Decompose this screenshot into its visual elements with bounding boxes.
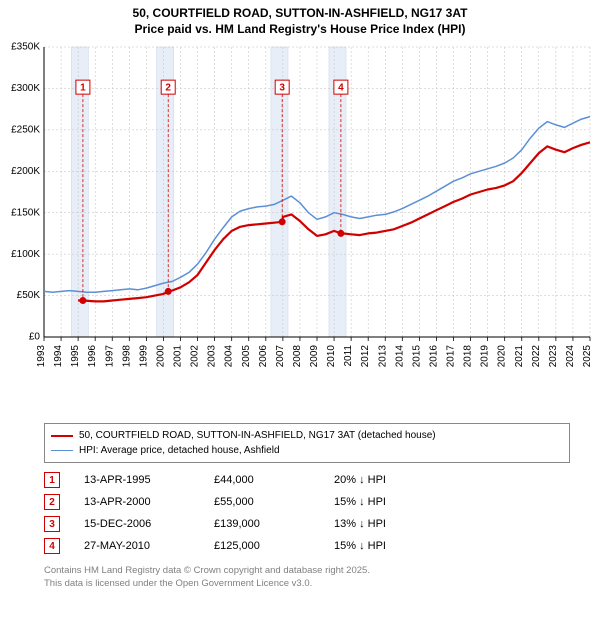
svg-text:2015: 2015 xyxy=(411,345,422,368)
table-row: 1 13-APR-1995£44,00020% ↓ HPI xyxy=(44,469,600,491)
price-chart: £0 £50K £100K £150K £200K £250K £300K £350K 1993… xyxy=(0,37,600,417)
title-line1: 50, COURTFIELD ROAD, SUTTON-IN-ASHFIELD,… xyxy=(0,6,600,22)
svg-text:2: 2 xyxy=(165,82,171,93)
svg-text:2021: 2021 xyxy=(514,345,525,368)
svg-text:2004: 2004 xyxy=(224,345,235,368)
svg-text:2019: 2019 xyxy=(480,345,491,368)
svg-text:1: 1 xyxy=(80,82,86,93)
chart-svg: £0 £50K £100K £150K £200K £250K £300K £350K 1993… xyxy=(0,37,600,417)
legend-row: HPI: Average price, detached house, Ashf… xyxy=(51,443,563,458)
svg-text:2022: 2022 xyxy=(531,345,542,368)
svg-text:2003: 2003 xyxy=(207,345,218,368)
sale-price: £125,000 xyxy=(214,540,334,552)
svg-text:£300K: £300K xyxy=(11,83,40,94)
sale-date: 13-APR-2000 xyxy=(84,496,214,508)
svg-text:2002: 2002 xyxy=(190,345,201,368)
svg-text:2008: 2008 xyxy=(292,345,303,368)
sale-price: £55,000 xyxy=(214,496,334,508)
svg-text:1999: 1999 xyxy=(138,345,149,368)
svg-text:£100K: £100K xyxy=(11,249,40,260)
svg-text:2020: 2020 xyxy=(497,345,508,368)
svg-text:4: 4 xyxy=(338,82,344,93)
sale-marker-badge: 2 xyxy=(44,494,60,510)
sale-date: 13-APR-1995 xyxy=(84,474,214,486)
svg-text:1996: 1996 xyxy=(87,345,98,368)
sale-pct-vs-hpi: 15% ↓ HPI xyxy=(334,540,454,552)
svg-text:£250K: £250K xyxy=(11,125,40,136)
sale-date: 15-DEC-2006 xyxy=(84,518,214,530)
svg-text:1995: 1995 xyxy=(70,345,81,368)
svg-text:2024: 2024 xyxy=(565,345,576,368)
svg-text:2001: 2001 xyxy=(173,345,184,368)
svg-text:3: 3 xyxy=(279,82,285,93)
sale-pct-vs-hpi: 13% ↓ HPI xyxy=(334,518,454,530)
svg-text:£50K: £50K xyxy=(17,290,41,301)
svg-text:2023: 2023 xyxy=(548,345,559,368)
svg-text:£0: £0 xyxy=(29,332,41,343)
sale-marker-badge: 4 xyxy=(44,538,60,554)
sale-date: 27-MAY-2010 xyxy=(84,540,214,552)
table-row: 4 27-MAY-2010£125,00015% ↓ HPI xyxy=(44,535,600,557)
title-line2: Price paid vs. HM Land Registry's House … xyxy=(0,22,600,38)
svg-text:2011: 2011 xyxy=(343,345,354,367)
svg-text:2009: 2009 xyxy=(309,345,320,368)
svg-text:2018: 2018 xyxy=(463,345,474,368)
svg-text:1997: 1997 xyxy=(104,345,115,368)
svg-text:£200K: £200K xyxy=(11,166,40,177)
svg-text:2007: 2007 xyxy=(275,345,286,368)
footer-note: Contains HM Land Registry data © Crown c… xyxy=(44,565,600,590)
sale-marker-badge: 3 xyxy=(44,516,60,532)
svg-text:£150K: £150K xyxy=(11,208,40,219)
sale-pct-vs-hpi: 20% ↓ HPI xyxy=(334,474,454,486)
svg-text:2016: 2016 xyxy=(428,345,439,368)
footer-line2: This data is licensed under the Open Gov… xyxy=(44,578,600,590)
sale-marker-badge: 1 xyxy=(44,472,60,488)
legend-label: HPI: Average price, detached house, Ashf… xyxy=(79,443,280,458)
svg-text:1998: 1998 xyxy=(121,345,132,368)
legend-swatch xyxy=(51,450,73,451)
sale-pct-vs-hpi: 15% ↓ HPI xyxy=(334,496,454,508)
svg-text:2017: 2017 xyxy=(446,345,457,368)
svg-text:2025: 2025 xyxy=(582,345,593,368)
footer-line1: Contains HM Land Registry data © Crown c… xyxy=(44,565,600,577)
sales-table: 1 13-APR-1995£44,00020% ↓ HPI 2 13-APR-2000… xyxy=(44,469,600,557)
legend-swatch xyxy=(51,435,73,437)
svg-text:2005: 2005 xyxy=(241,345,252,368)
svg-text:1993: 1993 xyxy=(36,345,47,368)
svg-text:1994: 1994 xyxy=(53,345,64,368)
table-row: 3 15-DEC-2006£139,00013% ↓ HPI xyxy=(44,513,600,535)
chart-title: 50, COURTFIELD ROAD, SUTTON-IN-ASHFIELD,… xyxy=(0,0,600,37)
svg-text:£350K: £350K xyxy=(11,42,40,53)
svg-text:2014: 2014 xyxy=(394,345,405,368)
svg-text:2013: 2013 xyxy=(377,345,388,368)
sale-price: £44,000 xyxy=(214,474,334,486)
svg-text:2012: 2012 xyxy=(360,345,371,368)
legend-row: 50, COURTFIELD ROAD, SUTTON-IN-ASHFIELD,… xyxy=(51,428,563,443)
svg-text:2010: 2010 xyxy=(326,345,337,368)
legend: 50, COURTFIELD ROAD, SUTTON-IN-ASHFIELD,… xyxy=(44,423,570,463)
legend-label: 50, COURTFIELD ROAD, SUTTON-IN-ASHFIELD,… xyxy=(79,428,436,443)
table-row: 2 13-APR-2000£55,00015% ↓ HPI xyxy=(44,491,600,513)
sale-price: £139,000 xyxy=(214,518,334,530)
svg-text:2000: 2000 xyxy=(155,345,166,368)
svg-text:2006: 2006 xyxy=(258,345,269,368)
